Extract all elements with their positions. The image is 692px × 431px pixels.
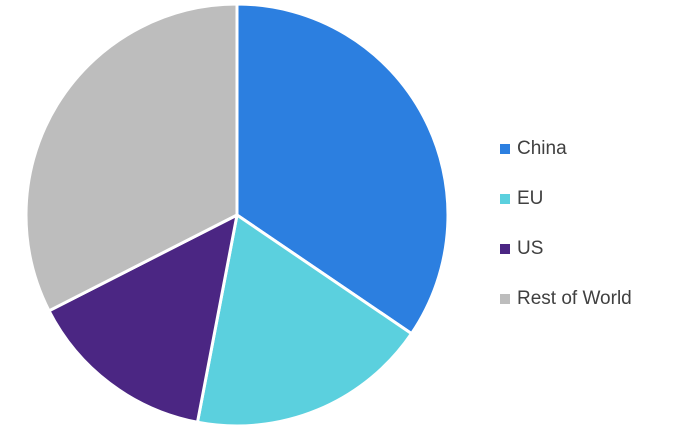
legend-label-us: US	[517, 238, 544, 259]
pie-slice-china	[235, 2, 450, 336]
pie-slice-eu	[195, 213, 414, 428]
legend-swatch-us	[500, 244, 510, 254]
chart-legend: China EU US Rest of World	[500, 124, 632, 324]
legend-swatch-china	[500, 144, 510, 154]
legend-item-us: US	[500, 224, 632, 274]
legend-item-china: China	[500, 124, 632, 174]
legend-label-eu: EU	[517, 188, 544, 209]
legend-swatch-eu	[500, 194, 510, 204]
legend-label-rest-of-world: Rest of World	[517, 288, 632, 309]
legend-item-rest-of-world: Rest of World	[500, 274, 632, 324]
legend-item-eu: EU	[500, 174, 632, 224]
legend-label-china: China	[517, 138, 567, 159]
pie-slice-us	[47, 213, 239, 424]
legend-swatch-rest-of-world	[500, 294, 510, 304]
pie-slice-rest-of-world	[24, 2, 239, 313]
